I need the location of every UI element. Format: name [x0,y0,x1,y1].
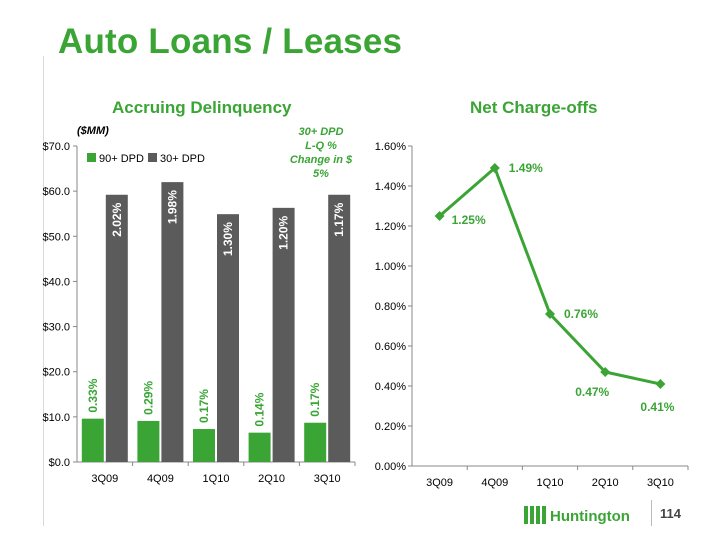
bar-30-dpd [217,214,239,462]
legend-label-30-dpd: 30+ DPD [160,153,205,165]
page-title: Auto Loans / Leases [58,22,403,61]
huntington-logo-icon: Huntington [524,506,630,525]
net-charge-offs-label: 0.41% [640,400,674,414]
bar-x-tick-label: 1Q10 [203,473,230,485]
left-divider-line [43,56,44,526]
callout-line-3: Change in $ [289,154,353,166]
bar-x-tick-label: 4Q09 [147,473,174,485]
footer-separator [651,500,652,526]
bar-y-tick-label: $10.0 [42,412,70,424]
bar-y-tick-label: $30.0 [42,322,70,334]
line-y-tick-label: 0.80% [375,301,406,313]
bar-30-dpd-label: 2.02% [110,202,124,236]
legend-swatch-30-dpd [148,153,157,162]
bar-x-tick-label: 3Q09 [91,473,118,485]
line-x-tick-label: 3Q10 [647,477,674,489]
bar-y-tick-label: $20.0 [42,367,70,379]
bar-y-tick-label: $40.0 [42,276,70,288]
logo-text: Huntington [550,508,630,525]
bar-90-dpd-label: 0.17% [308,382,322,416]
bar-chart-title: Accruing Delinquency [112,98,292,117]
bar-90-dpd [81,418,104,462]
page-number: 114 [660,506,681,521]
line-y-tick-label: 1.00% [375,261,406,273]
bar-90-dpd [193,429,215,462]
net-charge-offs-label: 0.47% [575,385,609,399]
net-charge-offs-line [438,165,661,386]
line-chart-title: Net Charge-offs [470,98,598,117]
bar-30-dpd-label: 1.20% [277,215,291,249]
bar-y-tick-label: $70.0 [42,141,70,153]
legend-label-90-dpd: 90+ DPD [99,153,144,165]
line-x-tick-label: 1Q10 [537,477,564,489]
line-y-tick-label: 0.60% [375,341,406,353]
bar-30-dpd-label: 1.30% [221,222,235,256]
bar-30-dpd [328,194,351,463]
callout-line-2: L-Q % [305,140,337,152]
net-charge-offs-point [434,211,445,221]
units-label: ($MM) [77,125,109,137]
line-y-tick-label: 0.40% [375,381,406,393]
callout-line-4: 5% [313,168,329,180]
net-charge-offs-point [545,309,555,319]
bar-90-dpd-label: 0.33% [86,378,100,412]
line-y-tick-label: 1.40% [375,181,406,193]
line-x-tick-label: 4Q09 [481,477,508,489]
line-y-tick-label: 1.20% [375,221,406,233]
huntington-logo: Huntington [524,502,644,533]
line-x-tick-label: 3Q09 [426,477,453,489]
bar-30-dpd [161,182,184,462]
bar-30-dpd-label: 1.98% [165,190,179,224]
bar-y-tick-label: $60.0 [42,186,70,198]
callout-line-1: 30+ DPD [298,126,344,138]
net-charge-offs-point [600,367,611,377]
bar-90-dpd [137,420,160,462]
bar-x-tick-label: 3Q10 [314,473,341,485]
bar-30-dpd [105,194,128,463]
bar-y-tick-label: $0.0 [49,457,70,469]
line-y-tick-label: 1.60% [375,141,406,153]
net-charge-offs-point [489,163,500,173]
line-y-tick-label: 0.20% [375,421,406,433]
bar-90-dpd-label: 0.14% [253,392,267,426]
line-x-tick-label: 2Q10 [592,477,619,489]
bar-90-dpd-label: 0.17% [197,389,211,423]
legend-swatch-90-dpd [87,153,96,162]
callout-box: 30+ DPD L-Q % Change in $ 5% [276,125,366,181]
net-charge-offs-label: 1.49% [509,161,543,175]
line-y-tick-label: 0.00% [375,461,406,473]
bar-30-dpd-label: 1.17% [332,202,346,236]
bar-90-dpd-label: 0.29% [141,381,155,415]
net-charge-offs-point [655,379,666,389]
bar-x-tick-label: 2Q10 [258,473,285,485]
net-charge-offs-label: 0.76% [564,307,598,321]
bar-y-tick-label: $50.0 [42,231,70,243]
bar-90-dpd [248,432,271,462]
bar-90-dpd [304,422,327,462]
bar-30-dpd [272,207,295,462]
net-charge-offs-label: 1.25% [452,213,486,227]
